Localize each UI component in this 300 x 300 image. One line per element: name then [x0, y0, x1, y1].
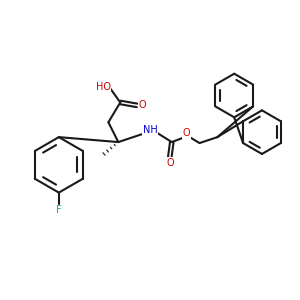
Text: HO: HO [96, 82, 111, 92]
Text: F: F [56, 206, 62, 215]
Text: NH: NH [142, 125, 158, 135]
Text: O: O [183, 128, 190, 138]
Text: O: O [138, 100, 146, 110]
Text: O: O [166, 158, 174, 168]
